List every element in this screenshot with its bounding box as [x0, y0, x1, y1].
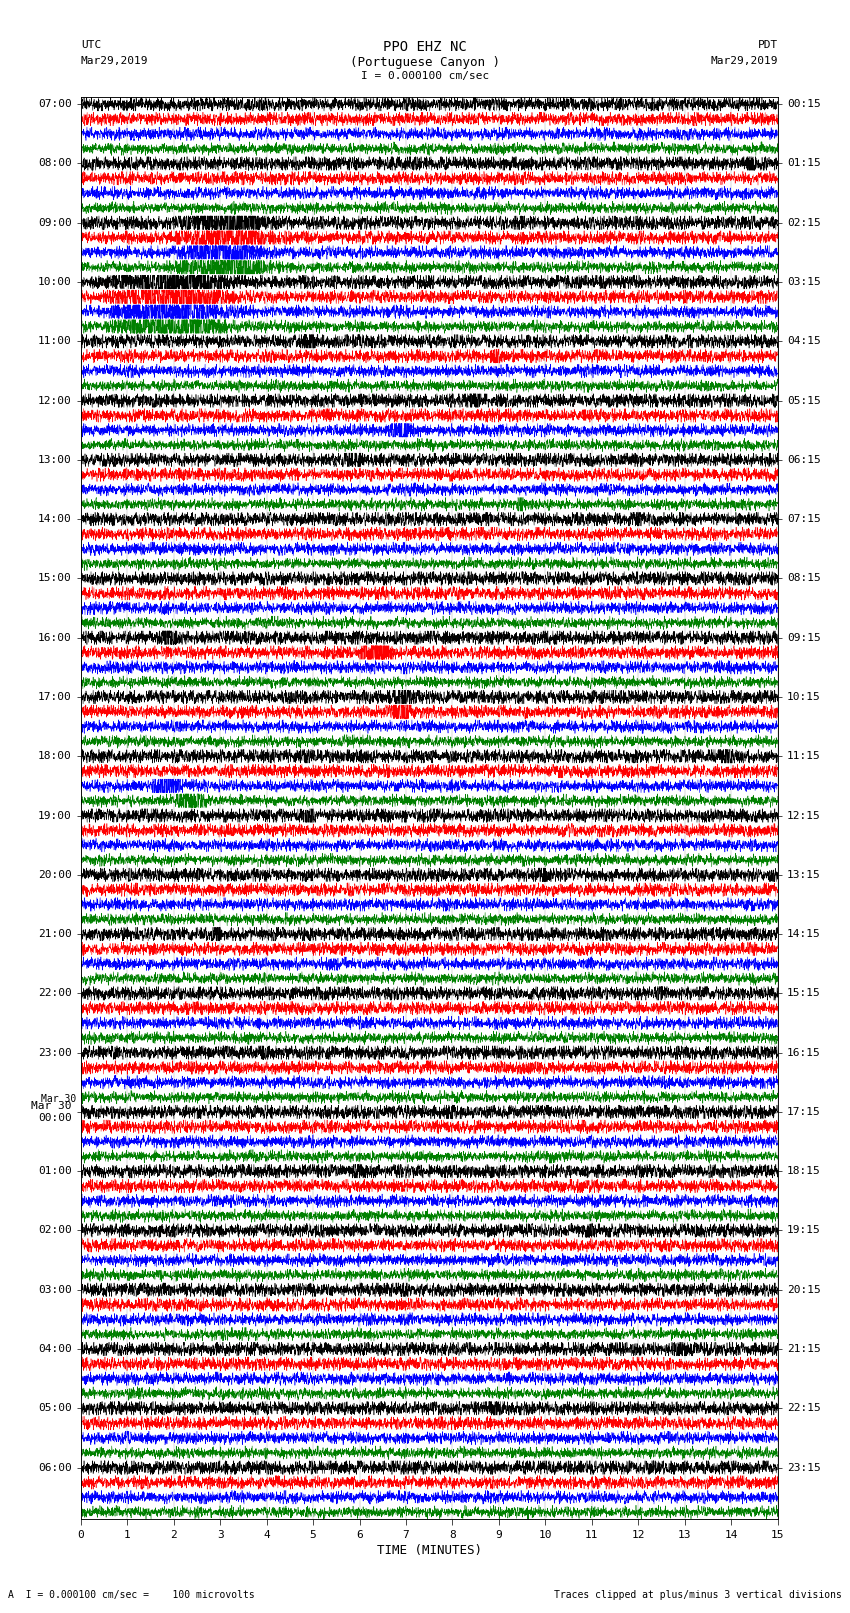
Text: Mar29,2019: Mar29,2019 [711, 56, 778, 66]
Text: (Portuguese Canyon ): (Portuguese Canyon ) [350, 56, 500, 69]
Text: I = 0.000100 cm/sec: I = 0.000100 cm/sec [361, 71, 489, 81]
Text: A  I = 0.000100 cm/sec =    100 microvolts: A I = 0.000100 cm/sec = 100 microvolts [8, 1590, 255, 1600]
Text: Mar29,2019: Mar29,2019 [81, 56, 148, 66]
Text: Traces clipped at plus/minus 3 vertical divisions: Traces clipped at plus/minus 3 vertical … [553, 1590, 842, 1600]
X-axis label: TIME (MINUTES): TIME (MINUTES) [377, 1544, 482, 1557]
Text: PPO EHZ NC: PPO EHZ NC [383, 40, 467, 55]
Text: UTC: UTC [81, 40, 101, 50]
Text: Mar 30: Mar 30 [42, 1094, 76, 1103]
Text: PDT: PDT [757, 40, 778, 50]
